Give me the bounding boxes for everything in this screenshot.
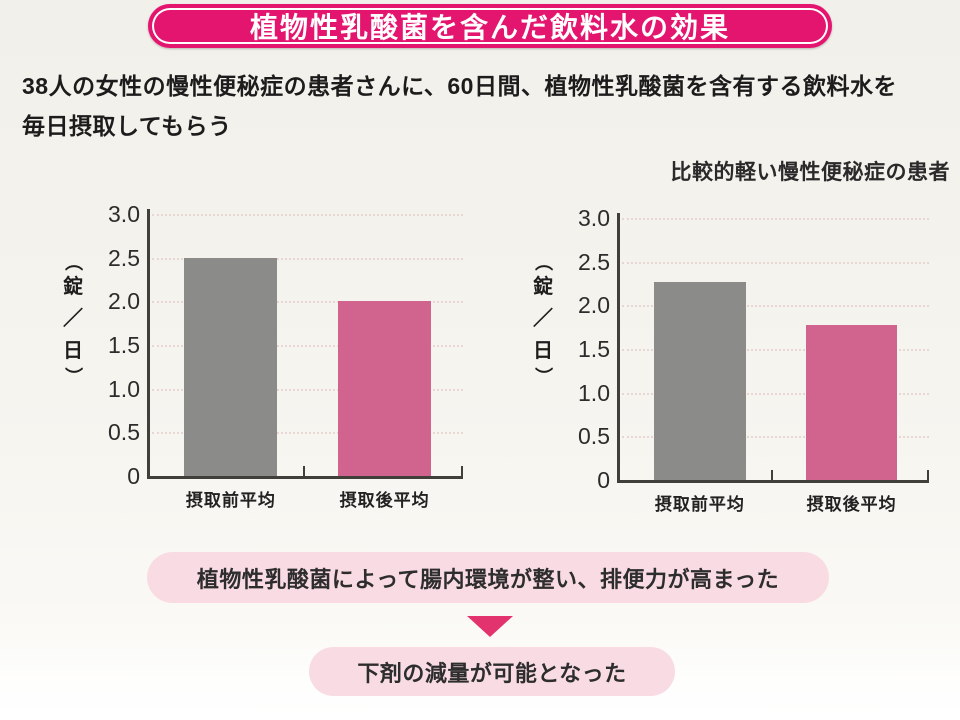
gridline bbox=[622, 392, 929, 395]
y-axis-label-char: 日 bbox=[63, 340, 83, 362]
conclusion-box-1: 植物性乳酸菌によって腸内環境が整い、排便力が高まった bbox=[147, 552, 829, 603]
x-category-label: 摂取後平均 bbox=[339, 491, 430, 510]
chart-all-patients: （錠／日） 0 0.5 1.0 1.5 2.0 2.5 3.0 摂取前平均 摂取後平均 bbox=[50, 150, 490, 545]
plot-area: 0 0.5 1.0 1.5 2.0 2.5 3.0 摂取前平均 摂取後平均 bbox=[578, 205, 929, 514]
gridline bbox=[152, 301, 463, 304]
conclusion-text-2: 下剤の減量が可能となった bbox=[357, 660, 627, 686]
y-tick-label: 2.0 bbox=[108, 288, 140, 315]
conclusion-box-2: 下剤の減量が可能となった bbox=[309, 647, 675, 696]
y-tick-label: 1.0 bbox=[578, 379, 610, 406]
y-tick-label: 1.5 bbox=[108, 332, 140, 358]
y-tick-label: 1.5 bbox=[578, 336, 610, 362]
title-banner: 植物性乳酸菌を含んだ飲料水の効果 bbox=[148, 4, 832, 48]
x-category-label: 摂取前平均 bbox=[654, 495, 745, 514]
gridline bbox=[152, 345, 463, 347]
gridline bbox=[152, 214, 463, 216]
x-axis-tick-end bbox=[461, 466, 463, 476]
x-category-label: 摂取後平均 bbox=[806, 495, 897, 514]
y-tick-label: 2.5 bbox=[108, 244, 140, 271]
bar-before-intake bbox=[184, 257, 278, 476]
y-tick-label: 0 bbox=[127, 463, 140, 489]
conclusion-text-1: 植物性乳酸菌によって腸内環境が整い、排便力が高まった bbox=[196, 566, 780, 592]
y-axis-label-char: ／ bbox=[533, 308, 553, 330]
gridline bbox=[152, 388, 463, 391]
y-tick-label: 0.5 bbox=[108, 419, 140, 446]
x-axis-tick-mid bbox=[771, 470, 774, 480]
y-axis-label-char: 錠 bbox=[533, 276, 553, 298]
gridline bbox=[152, 257, 463, 260]
y-axis-label: （錠／日） bbox=[58, 253, 88, 385]
study-description: 38人の女性の慢性便秘症の患者さんに、60日間、植物性乳酸菌を含有する飲料水を … bbox=[22, 73, 897, 139]
y-tick-label: 2.0 bbox=[578, 292, 610, 319]
gridline bbox=[622, 218, 929, 220]
gridline bbox=[152, 432, 463, 435]
x-axis-tick-end bbox=[927, 470, 929, 480]
y-tick-label: 1.0 bbox=[108, 375, 140, 402]
y-tick-label: 0 bbox=[597, 467, 610, 493]
chart-mild-patients: 比較的軽い慢性便秘症の患者（錠／日） 0 0.5 1.0 1.5 2.0 2.5 3.0 摂取前… bbox=[520, 150, 960, 545]
y-tick-label: 0.5 bbox=[578, 423, 610, 450]
chart-title: 比較的軽い慢性便秘症の患者 bbox=[670, 161, 950, 184]
gridline bbox=[622, 305, 929, 308]
y-axis-label: （錠／日） bbox=[528, 253, 558, 385]
bar-before-intake bbox=[653, 281, 746, 480]
plot-area: 0 0.5 1.0 1.5 2.0 2.5 3.0 摂取前平均 摂取後平均 bbox=[108, 201, 463, 510]
y-axis-label-char: 日 bbox=[533, 340, 553, 362]
bar-after-intake bbox=[805, 324, 898, 480]
x-axis-tick-mid bbox=[303, 466, 306, 476]
x-category-label: 摂取前平均 bbox=[185, 491, 276, 510]
gridline bbox=[622, 436, 929, 439]
page-title: 植物性乳酸菌を含んだ飲料水の効果 bbox=[249, 12, 730, 43]
bar-after-intake bbox=[338, 301, 432, 476]
y-axis-label-char: 錠 bbox=[63, 276, 83, 298]
gridline bbox=[622, 349, 929, 351]
y-tick-label: 3.0 bbox=[108, 201, 140, 227]
gridline bbox=[622, 261, 929, 264]
y-tick-label: 3.0 bbox=[578, 205, 610, 231]
y-axis-label-char: ／ bbox=[63, 308, 83, 330]
down-arrow-icon bbox=[467, 616, 513, 637]
y-tick-label: 2.5 bbox=[578, 248, 610, 275]
